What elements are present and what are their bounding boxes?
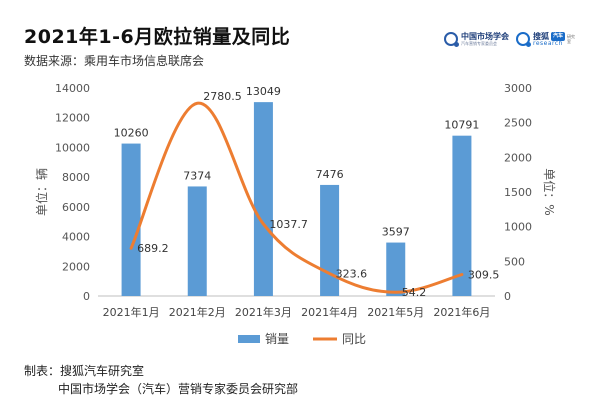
bar-label-4: 7476 xyxy=(316,168,344,181)
x-tick-label-3: 2021年3月 xyxy=(235,305,292,319)
x-tick-label-6: 2021年6月 xyxy=(433,305,490,319)
chart-title: 2021年1-6月欧拉销量及同比 xyxy=(24,26,291,48)
bar-3 xyxy=(253,102,273,296)
bar-label-6: 10791 xyxy=(444,119,479,132)
bar-5 xyxy=(386,242,406,296)
bar-label-3: 13049 xyxy=(246,85,281,98)
footer-line-2: 中国市场学会（汽车）营销专家委员会研究部 xyxy=(58,382,299,396)
sohu-logo-icon xyxy=(516,32,531,47)
bar-2 xyxy=(187,186,207,296)
sohu-logo-tag: 汽车 xyxy=(551,32,566,41)
yoy-line xyxy=(129,101,464,294)
footer: 制表：搜狐汽车研究室 中国市场学会（汽车）营销专家委员会研究部 xyxy=(24,362,298,398)
line-label-1: 689.2 xyxy=(137,242,169,255)
bar-6 xyxy=(452,135,472,296)
y-tick-label-6: 12000 xyxy=(55,112,90,125)
legend-line-label: 同比 xyxy=(342,332,366,346)
y-tick-label-4: 8000 xyxy=(62,171,90,184)
bar-label-5: 3597 xyxy=(382,226,410,239)
y2-tick-label-2: 1000 xyxy=(504,221,532,234)
bar-4 xyxy=(320,184,340,296)
y2-tick-label-3: 1500 xyxy=(504,186,532,199)
x-tick-label-2: 2021年2月 xyxy=(169,305,226,319)
y-tick-label-7: 14000 xyxy=(55,82,90,95)
x-tick-label-5: 2021年5月 xyxy=(367,305,424,319)
line-label-6: 309.5 xyxy=(468,269,500,282)
y-tick-label-2: 4000 xyxy=(62,231,90,244)
line-label-2: 2780.5 xyxy=(203,90,242,103)
y2-tick-label-0: 0 xyxy=(504,290,511,303)
y2-tick-label-1: 500 xyxy=(504,255,525,268)
line-label-4: 323.6 xyxy=(336,268,368,281)
sohu-logo: 搜狐 汽车 research 研究室 xyxy=(516,30,575,48)
y-tick-label-3: 6000 xyxy=(62,201,90,214)
legend-bar-swatch xyxy=(238,335,260,343)
sohu-logo-main: 搜狐 xyxy=(533,32,549,41)
cmsa-logo-icon xyxy=(444,32,459,47)
sohu-logo-side: 研究室 xyxy=(567,34,576,44)
data-source: 数据来源：乘用车市场信息联席会 xyxy=(24,54,205,68)
legend-bar-label: 销量 xyxy=(265,332,289,346)
y-tick-label-0: 0 xyxy=(83,290,90,303)
y2-tick-label-4: 2000 xyxy=(504,151,532,164)
bar-1 xyxy=(121,143,141,296)
footer-line-1: 制表：搜狐汽车研究室 xyxy=(24,364,145,378)
line-label-5: 54.2 xyxy=(402,286,427,299)
sohu-logo-sub: research xyxy=(533,40,563,47)
bar-label-2: 7374 xyxy=(183,169,211,182)
y-axis-label: 单位：辆 xyxy=(34,168,49,216)
bar-label-1: 10260 xyxy=(114,127,149,140)
x-tick-label-1: 2021年1月 xyxy=(103,305,160,319)
y2-tick-label-5: 2500 xyxy=(504,117,532,130)
cmsa-logo-sub: 汽车营销专家委员会 xyxy=(461,41,497,46)
cmsa-logo-main: 中国市场学会 xyxy=(461,32,509,41)
y-tick-label-5: 10000 xyxy=(55,141,90,154)
y-tick-label-1: 2000 xyxy=(62,260,90,273)
cmsa-logo: 中国市场学会 汽车营销专家委员会 xyxy=(444,30,509,48)
y2-tick-label-6: 3000 xyxy=(504,82,532,95)
line-label-3: 1037.7 xyxy=(269,218,308,231)
y2-axis-label: 单位：% xyxy=(542,168,557,215)
x-tick-label-4: 2021年4月 xyxy=(301,305,358,319)
